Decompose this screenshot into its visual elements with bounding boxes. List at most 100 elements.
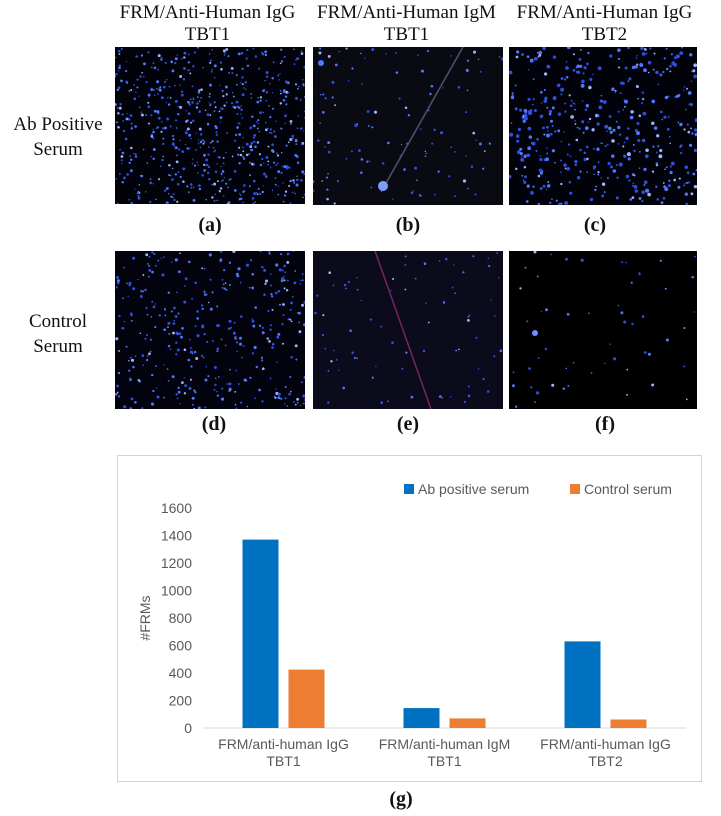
fluorescent-dot <box>284 386 287 388</box>
fluorescent-dot <box>216 394 219 397</box>
fluorescent-dot <box>241 356 243 359</box>
fluorescent-dot <box>524 175 527 179</box>
fluorescent-dot <box>488 142 491 145</box>
fluorescent-dot <box>215 133 218 136</box>
category-label: FRM/anti-human IgG <box>540 736 671 752</box>
fluorescent-dot <box>175 393 178 396</box>
fluorescent-dot <box>268 251 271 254</box>
fluorescent-dot <box>303 65 305 69</box>
fluorescent-dot <box>290 301 294 305</box>
fluorescent-dot <box>669 170 673 175</box>
fluorescent-dot <box>254 145 257 148</box>
fluorescent-dot <box>551 383 555 387</box>
fluorescent-dot <box>537 357 540 359</box>
fluorescent-dot <box>184 384 188 388</box>
caption-g: (g) <box>389 788 413 810</box>
fluorescent-dot <box>627 47 630 50</box>
fluorescent-dot <box>314 311 317 315</box>
fluorescent-dot <box>240 113 242 115</box>
fluorescent-dot <box>179 139 181 142</box>
fluorescent-dot <box>687 181 690 184</box>
fluorescent-dot <box>589 197 594 202</box>
fluorescent-dot <box>666 128 670 131</box>
fluorescent-dot <box>229 368 231 371</box>
fluorescent-dot <box>525 200 529 203</box>
fluorescent-dot <box>593 167 595 170</box>
fluorescent-dot <box>526 184 530 188</box>
fluorescent-dot <box>203 163 206 167</box>
y-tick-label: 400 <box>169 665 193 681</box>
fluorescent-dot <box>532 98 535 101</box>
fluorescent-dot <box>550 253 552 256</box>
fluorescent-dot <box>332 349 335 352</box>
fluorescent-dot <box>130 169 133 173</box>
fluorescent-dot <box>620 311 624 315</box>
fluorescent-dot <box>663 57 666 60</box>
fluorescent-dot <box>686 87 688 90</box>
fluorescent-dot <box>600 94 603 97</box>
fluorescent-dot <box>684 165 689 170</box>
fluorescent-dot <box>145 191 147 193</box>
fluorescent-dot <box>187 61 190 64</box>
fluorescent-dot <box>283 264 286 268</box>
fluorescent-dot <box>167 379 170 382</box>
fluorescent-dot <box>291 191 294 194</box>
bar-ab-positive-1 <box>403 708 440 728</box>
fluorescent-dot <box>116 107 119 109</box>
fluorescent-dot <box>615 196 619 200</box>
fluorescent-dot <box>404 255 407 258</box>
fluorescent-dot <box>583 158 587 162</box>
fluorescent-dot <box>284 271 287 274</box>
fluorescent-dot <box>261 400 264 403</box>
fluorescent-dot <box>160 257 162 259</box>
fluorescent-dot <box>345 287 347 290</box>
fluorescent-dot <box>269 116 272 119</box>
fluorescent-dot <box>184 143 187 146</box>
fluorescent-dot <box>322 93 325 96</box>
fluorescent-dot <box>262 111 264 114</box>
fluorescent-dot <box>178 402 181 405</box>
fluorescent-dot <box>277 289 281 293</box>
fluorescent-dot <box>177 112 180 116</box>
fluorescent-dot <box>138 106 141 109</box>
fluorescent-dot <box>179 176 182 179</box>
fluorescent-dot <box>270 132 273 135</box>
fluorescent-dot <box>155 365 158 367</box>
fluorescent-dot <box>268 252 271 255</box>
fluorescent-dot <box>519 147 523 151</box>
fluorescent-dot <box>522 119 526 123</box>
fluorescent-dot <box>549 132 553 136</box>
fluorescent-dot <box>493 355 496 358</box>
fluorescent-dot <box>588 85 592 90</box>
fluorescent-dot <box>319 122 321 124</box>
fluorescent-dot <box>475 336 478 339</box>
fluorescent-dot <box>257 96 259 99</box>
fluorescent-dot <box>282 314 285 317</box>
fluorescent-dot <box>691 132 694 135</box>
fluorescent-dot <box>263 293 266 296</box>
fluorescent-dot <box>122 120 125 122</box>
fluorescent-dot <box>187 53 190 56</box>
fluorescent-dot <box>209 307 213 311</box>
fluorescent-dot <box>194 281 198 285</box>
fluorescent-dot <box>172 138 175 141</box>
fluorescent-dot <box>168 85 171 88</box>
fluorescent-dot <box>299 283 302 285</box>
fluorescent-dot <box>633 184 638 189</box>
fluorescent-dot <box>261 52 265 56</box>
fluorescent-dot <box>458 348 460 351</box>
fluorescent-dot <box>278 268 282 272</box>
bar-chart: 02004006008001000120014001600#FRMsFRM/an… <box>137 481 686 769</box>
fluorescent-dot <box>462 179 467 183</box>
fluorescent-dot <box>591 128 595 132</box>
fluorescent-dot <box>554 161 556 164</box>
fluorescent-dot <box>167 173 171 177</box>
fluorescent-dot <box>634 65 638 69</box>
fluorescent-dot <box>530 191 534 195</box>
fluorescent-dot <box>160 165 162 168</box>
fluorescent-dot <box>241 117 243 119</box>
fluorescent-dot <box>567 143 571 146</box>
fluorescent-dot <box>162 85 166 89</box>
fluorescent-dot <box>189 98 192 101</box>
fluorescent-dot <box>267 160 270 163</box>
